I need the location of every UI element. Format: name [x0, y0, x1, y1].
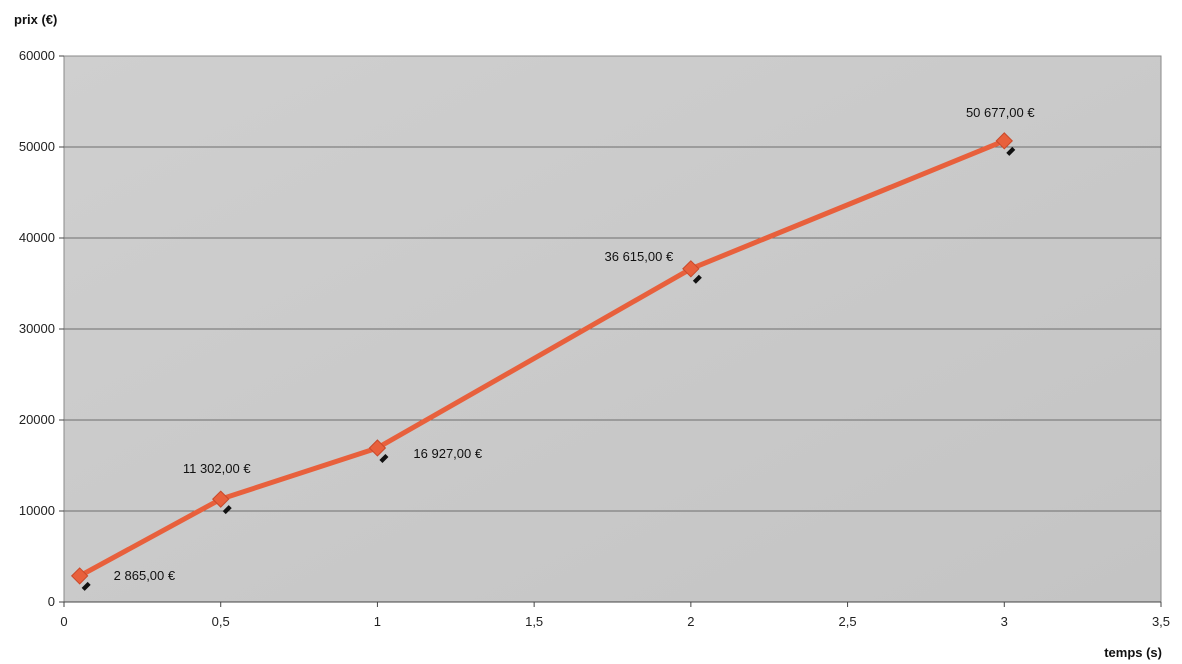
- y-tick-label: 30000: [19, 321, 55, 336]
- x-tick-label: 3,5: [1152, 614, 1170, 629]
- x-tick-label: 0,5: [212, 614, 230, 629]
- data-point: [368, 439, 387, 457]
- marker-shadow: [81, 581, 91, 591]
- y-tick-label: 20000: [19, 412, 55, 427]
- x-tick-label: 2: [687, 614, 694, 629]
- data-label: 11 302,00 €: [183, 461, 251, 476]
- y-tick-label: 60000: [19, 48, 55, 63]
- x-axis-ticks: 0 0,5 1 1,5 2 2,5 3 3,5: [60, 601, 1170, 629]
- marker-shadow: [379, 453, 389, 463]
- data-point: [995, 132, 1013, 150]
- x-tick-label: 2,5: [839, 614, 857, 629]
- y-tick-label: 50000: [19, 139, 55, 154]
- y-tick-label: 10000: [19, 503, 55, 518]
- marker-shadow: [692, 274, 702, 284]
- x-tick-label: 1,5: [525, 614, 543, 629]
- x-tick-label: 0: [60, 614, 67, 629]
- y-tick-label: 0: [48, 594, 55, 609]
- data-point: [682, 260, 700, 278]
- marker-shadow: [222, 505, 232, 515]
- data-label: 36 615,00 €: [605, 249, 674, 264]
- data-label: 2 865,00 €: [114, 568, 176, 583]
- y-tick-label: 40000: [19, 230, 55, 245]
- series-group: 2 865,00 € 11 302,00 € 16 927,00 € 36 615,0…: [70, 105, 1035, 591]
- y-axis-label: prix (€): [14, 12, 57, 27]
- gridlines: [64, 146, 1161, 512]
- x-tick-label: 3: [1001, 614, 1008, 629]
- data-point: [70, 567, 89, 585]
- data-label: 50 677,00 €: [966, 105, 1035, 120]
- x-tick-label: 1: [374, 614, 381, 629]
- x-axis-label: temps (s): [1104, 645, 1162, 660]
- marker-shadow: [1006, 146, 1016, 156]
- data-point: [212, 490, 230, 508]
- data-label: 16 927,00 €: [413, 446, 482, 461]
- y-axis-ticks: 0 10000 20000 30000 40000 50000 60000: [19, 48, 64, 609]
